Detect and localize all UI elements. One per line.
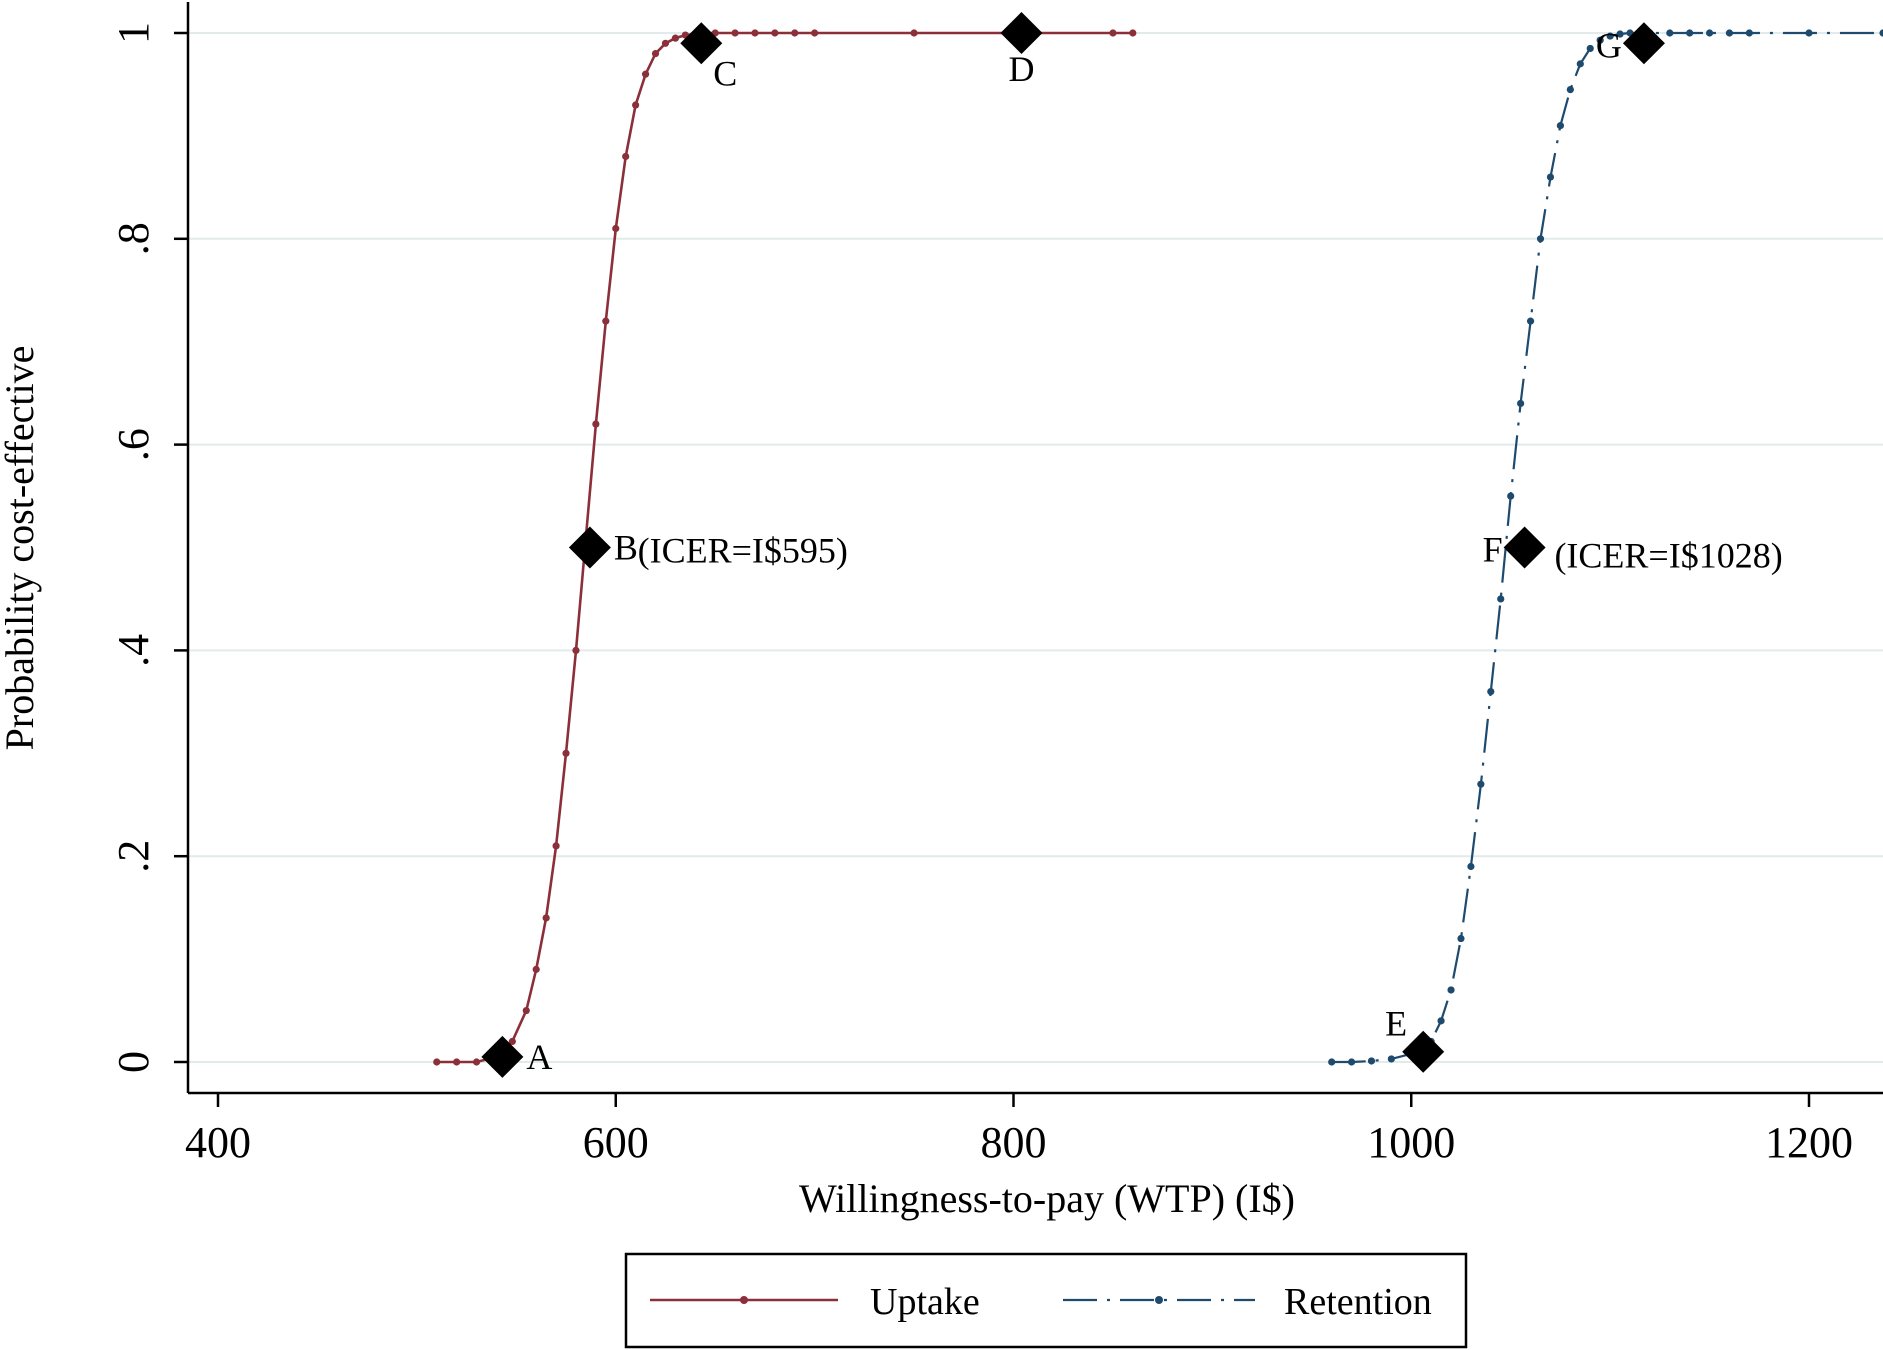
retention-data-point [1879, 29, 1883, 37]
tick-marks: 0 .2 .4 .6 .8 1 400 600 800 1000 1200 [109, 22, 1853, 1167]
diamond-markers: A B C D E F G [481, 12, 1665, 1078]
legend-label-retention: Retention [1284, 1281, 1432, 1323]
retention-data-point [1347, 1058, 1356, 1066]
uptake-data-point [910, 29, 918, 37]
legend-point-uptake [740, 1296, 748, 1304]
uptake-data-point [651, 49, 660, 58]
retention-data-point [1457, 934, 1465, 943]
retention-data-point [1467, 862, 1475, 871]
uptake-data-point [661, 39, 670, 47]
marker-c-diamond [680, 22, 723, 65]
marker-a-label: A [526, 1037, 552, 1077]
uptake-data-point [641, 70, 650, 78]
retention-data-point [1387, 1055, 1395, 1063]
marker-d-diamond [1000, 12, 1043, 54]
retention-data-point [1447, 986, 1455, 994]
retention-data-point [1487, 687, 1495, 696]
retention-data-point [1536, 235, 1545, 243]
retention-data-point [1556, 122, 1565, 130]
marker-e-label: E [1385, 1004, 1407, 1044]
uptake-data-point [771, 29, 779, 37]
uptake-data-point [1129, 29, 1137, 37]
y-tick-label: .6 [109, 428, 158, 461]
retention-data-point [1507, 492, 1515, 500]
retention-data-point [1705, 29, 1714, 37]
retention-data-point [1566, 85, 1574, 94]
retention-data-point [1725, 29, 1734, 37]
uptake-data-point [522, 1006, 530, 1015]
uptake-data-point [791, 29, 799, 37]
retention-data-point [1805, 29, 1813, 37]
marker-b-label: B [614, 528, 638, 568]
uptake-data-point [572, 646, 580, 655]
uptake-data-point [552, 842, 560, 850]
annotations: (ICER=I$595) (ICER=I$1028) [638, 531, 1783, 576]
uptake-data-point [472, 1058, 481, 1066]
uptake-data-point [671, 34, 680, 42]
uptake-data-point [508, 1037, 516, 1046]
retention-data-point [1328, 1058, 1336, 1066]
retention-data-point [1616, 30, 1624, 38]
y-tick-label: 0 [109, 1051, 158, 1073]
marker-f-diamond [1503, 526, 1546, 569]
retention-data-point [1477, 780, 1485, 788]
retention-data-point [1606, 32, 1614, 40]
x-tick-label: 1000 [1367, 1118, 1455, 1167]
uptake-data-point [1109, 29, 1117, 37]
y-axis-title: Probability cost-effective [0, 346, 42, 751]
icer-annotation: (ICER=I$595) [638, 531, 848, 571]
marker-f-label: F [1483, 530, 1503, 570]
marker-d-label: D [1008, 49, 1034, 89]
legend: Uptake Retention [624, 1252, 1468, 1349]
retention-data-point [1437, 1017, 1445, 1025]
x-tick-label: 800 [981, 1118, 1047, 1167]
retention-data-point [1586, 44, 1594, 53]
x-axis-title: Willingness-to-pay (WTP) (I$) [799, 1176, 1295, 1221]
uptake-data-point [731, 29, 739, 37]
marker-b-diamond [568, 526, 611, 569]
marker-g-diamond [1622, 22, 1665, 65]
retention-data-point [1526, 317, 1535, 325]
y-tick-label: .4 [109, 634, 158, 667]
retention-data-point [1745, 29, 1753, 37]
uptake-data-point [532, 965, 540, 973]
uptake-data-point [622, 152, 630, 161]
retention-data-point [1546, 173, 1555, 181]
legend-point-retention [1155, 1296, 1163, 1304]
uptake-data-point [632, 101, 640, 109]
axes [186, 2, 1883, 1095]
x-tick-label: 600 [583, 1118, 649, 1167]
y-tick-label: .2 [109, 840, 158, 873]
y-tick-label: 1 [109, 22, 158, 44]
retention-data-point [1367, 1057, 1376, 1065]
x-tick-label: 1200 [1765, 1118, 1853, 1167]
uptake-data-point [562, 749, 570, 757]
legend-label-uptake: Uptake [870, 1281, 980, 1323]
marker-e-diamond [1402, 1030, 1445, 1073]
uptake-data-point [751, 29, 759, 37]
retention-data-point [1666, 29, 1674, 37]
retention-data-point [1497, 595, 1505, 603]
marker-g-label: G [1596, 25, 1622, 65]
uptake-data-point [811, 29, 819, 37]
retention-data-point [1686, 29, 1694, 37]
uptake-data-point [433, 1058, 441, 1066]
uptake-data-point [542, 914, 550, 922]
uptake-data-point [612, 224, 620, 233]
icer-annotation: (ICER=I$1028) [1554, 536, 1782, 576]
retention-data-point [1517, 399, 1525, 408]
marker-a-diamond [481, 1035, 524, 1078]
uptake-series-line [436, 31, 1133, 1064]
uptake-data-point [592, 420, 600, 428]
retention-data-point [1596, 36, 1604, 44]
retention-data-point [1576, 60, 1584, 68]
uptake-data-point [602, 317, 610, 325]
uptake-data-point [453, 1058, 461, 1066]
marker-c-label: C [713, 53, 737, 93]
x-tick-label: 400 [185, 1118, 251, 1167]
y-tick-label: .8 [109, 222, 158, 255]
